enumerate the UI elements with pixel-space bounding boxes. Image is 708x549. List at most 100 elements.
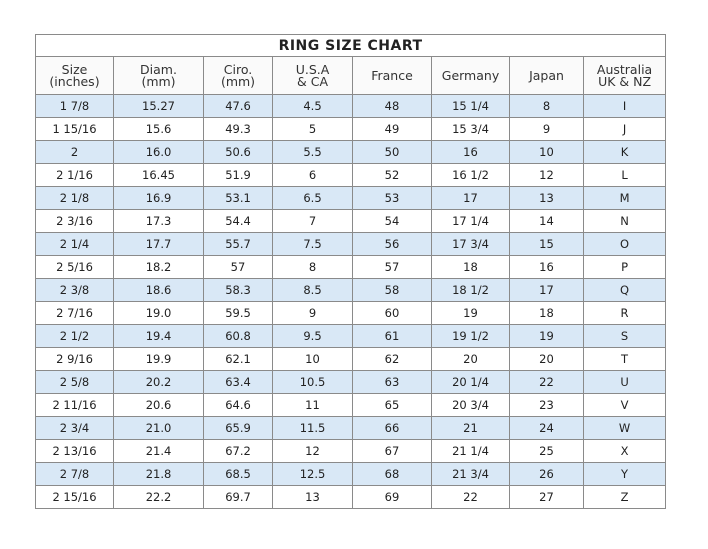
cell-germany: 21 1/4 — [431, 439, 510, 463]
cell-usa-ca: 6.5 — [272, 186, 353, 210]
cell-size-inches: 2 3/16 — [35, 209, 114, 233]
cell-germany: 19 — [431, 301, 510, 325]
cell-japan: 15 — [509, 232, 584, 256]
table-row: 2 15/16 22.2 69.7 13 69 22 27 Z — [35, 485, 667, 509]
cell-france: 50 — [352, 140, 432, 164]
column-header-diameter-mm: Diam. (mm) — [113, 56, 204, 95]
cell-france: 60 — [352, 301, 432, 325]
cell-australia-uk-nz: Y — [582, 462, 667, 486]
header-row: Size (inches) Diam. (mm) Ciro. (mm) U.S.A & CA F… — [35, 56, 667, 95]
cell-france: 49 — [352, 117, 432, 141]
cell-size-inches: 2 1/2 — [35, 324, 114, 348]
cell-germany: 20 3/4 — [431, 393, 510, 417]
cell-usa-ca: 9.5 — [272, 324, 353, 348]
cell-usa-ca: 10.5 — [272, 370, 353, 394]
cell-france: 62 — [352, 347, 432, 371]
cell-japan: 10 — [509, 140, 584, 164]
cell-size-inches: 2 5/16 — [35, 255, 114, 279]
cell-diameter-mm: 15.6 — [113, 117, 204, 141]
cell-france: 68 — [352, 462, 432, 486]
cell-germany: 22 — [431, 485, 510, 509]
cell-size-inches: 2 7/8 — [35, 462, 114, 486]
cell-circumference-mm: 57 — [203, 255, 273, 279]
cell-australia-uk-nz: P — [582, 255, 667, 279]
cell-size-inches: 2 13/16 — [35, 439, 114, 463]
cell-size-inches: 2 1/16 — [35, 163, 114, 187]
table-row: 2 13/16 21.4 67.2 12 67 21 1/4 25 X — [35, 439, 667, 463]
cell-usa-ca: 8.5 — [272, 278, 353, 302]
cell-france: 53 — [352, 186, 432, 210]
ring-size-chart: RING SIZE CHART Size (inches) Diam. (mm) Cir… — [34, 34, 667, 509]
cell-size-inches: 2 5/8 — [35, 370, 114, 394]
column-header-france: France — [352, 56, 432, 95]
column-header-circumference-mm: Ciro. (mm) — [203, 56, 273, 95]
cell-germany: 20 1/4 — [431, 370, 510, 394]
cell-circumference-mm: 51.9 — [203, 163, 273, 187]
cell-usa-ca: 11.5 — [272, 416, 353, 440]
cell-japan: 24 — [509, 416, 584, 440]
cell-size-inches: 2 1/8 — [35, 186, 114, 210]
table-row: 2 1/8 16.9 53.1 6.5 53 17 13 M — [35, 186, 667, 210]
cell-france: 58 — [352, 278, 432, 302]
header-label: (inches) — [49, 73, 100, 89]
cell-australia-uk-nz: T — [582, 347, 667, 371]
table-row: 2 9/16 19.9 62.1 10 62 20 20 T — [35, 347, 667, 371]
cell-germany: 19 1/2 — [431, 324, 510, 348]
cell-germany: 16 1/2 — [431, 163, 510, 187]
cell-diameter-mm: 19.0 — [113, 301, 204, 325]
cell-size-inches: 2 1/4 — [35, 232, 114, 256]
cell-circumference-mm: 58.3 — [203, 278, 273, 302]
cell-circumference-mm: 63.4 — [203, 370, 273, 394]
cell-australia-uk-nz: N — [582, 209, 667, 233]
cell-japan: 23 — [509, 393, 584, 417]
table-row: 2 3/4 21.0 65.9 11.5 66 21 24 W — [35, 416, 667, 440]
cell-circumference-mm: 62.1 — [203, 347, 273, 371]
table-row: 2 1/2 19.4 60.8 9.5 61 19 1/2 19 S — [35, 324, 667, 348]
column-header-japan: Japan — [509, 56, 584, 95]
column-header-germany: Germany — [431, 56, 510, 95]
cell-circumference-mm: 65.9 — [203, 416, 273, 440]
cell-circumference-mm: 60.8 — [203, 324, 273, 348]
cell-circumference-mm: 59.5 — [203, 301, 273, 325]
cell-australia-uk-nz: R — [582, 301, 667, 325]
cell-usa-ca: 4.5 — [272, 94, 353, 118]
cell-diameter-mm: 21.0 — [113, 416, 204, 440]
cell-size-inches: 1 15/16 — [35, 117, 114, 141]
cell-size-inches: 2 — [35, 140, 114, 164]
cell-france: 66 — [352, 416, 432, 440]
cell-japan: 17 — [509, 278, 584, 302]
cell-diameter-mm: 17.7 — [113, 232, 204, 256]
cell-usa-ca: 5.5 — [272, 140, 353, 164]
header-label: Germany — [441, 67, 500, 83]
cell-australia-uk-nz: V — [582, 393, 667, 417]
cell-australia-uk-nz: X — [582, 439, 667, 463]
cell-usa-ca: 11 — [272, 393, 353, 417]
table-row: 2 7/8 21.8 68.5 12.5 68 21 3/4 26 Y — [35, 462, 667, 486]
cell-circumference-mm: 55.7 — [203, 232, 273, 256]
column-header-australia-uk-nz: Australia UK & NZ — [582, 56, 667, 95]
cell-france: 61 — [352, 324, 432, 348]
cell-circumference-mm: 53.1 — [203, 186, 273, 210]
cell-usa-ca: 6 — [272, 163, 353, 187]
cell-diameter-mm: 19.9 — [113, 347, 204, 371]
cell-australia-uk-nz: J — [582, 117, 667, 141]
cell-diameter-mm: 20.6 — [113, 393, 204, 417]
cell-france: 54 — [352, 209, 432, 233]
header-label: Japan — [529, 67, 564, 83]
cell-usa-ca: 12 — [272, 439, 353, 463]
cell-japan: 14 — [509, 209, 584, 233]
cell-japan: 20 — [509, 347, 584, 371]
table-row: 2 5/16 18.2 57 8 57 18 16 P — [35, 255, 667, 279]
cell-circumference-mm: 54.4 — [203, 209, 273, 233]
cell-diameter-mm: 21.8 — [113, 462, 204, 486]
table-row: 2 16.0 50.6 5.5 50 16 10 K — [35, 140, 667, 164]
cell-size-inches: 2 7/16 — [35, 301, 114, 325]
cell-france: 69 — [352, 485, 432, 509]
cell-circumference-mm: 47.6 — [203, 94, 273, 118]
cell-japan: 16 — [509, 255, 584, 279]
header-label: U.S.A — [295, 61, 330, 77]
cell-germany: 15 3/4 — [431, 117, 510, 141]
cell-australia-uk-nz: Z — [582, 485, 667, 509]
cell-germany: 16 — [431, 140, 510, 164]
cell-usa-ca: 5 — [272, 117, 353, 141]
